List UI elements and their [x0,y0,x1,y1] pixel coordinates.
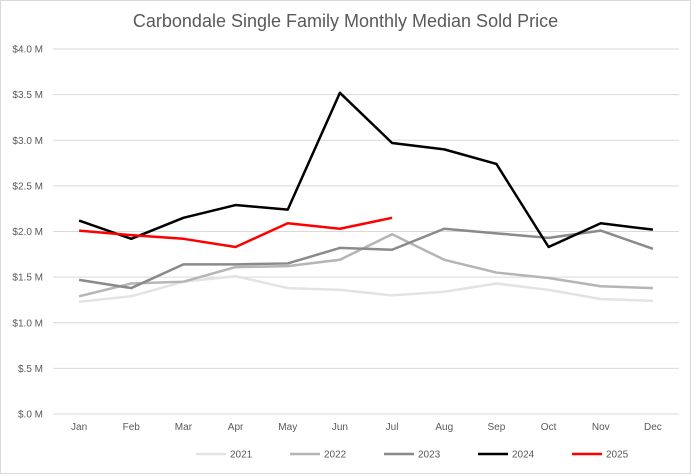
y-tick-label: $3.5 M [12,90,43,101]
y-tick-label: $2.0 M [12,227,43,238]
x-tick-label: Feb [123,422,141,433]
y-tick-label: $2.5 M [12,181,43,192]
series-line-2023 [78,227,654,290]
legend-label: 2022 [324,450,347,461]
series-line-2022 [78,232,653,298]
legend-label: 2021 [230,450,253,461]
x-tick-label: Jun [332,422,348,433]
series-line-2021 [78,274,653,304]
chart-title: Carbondale Single Family Monthly Median … [132,11,559,31]
y-tick-label: $3.0 M [12,136,43,147]
series-line-2025 [78,216,393,249]
x-tick-label: Aug [435,422,453,433]
y-tick-label: $1.0 M [12,318,43,329]
x-tick-label: Sep [488,422,506,433]
legend-label: 2023 [418,450,441,461]
x-tick-label: Dec [644,422,662,433]
y-tick-label: $.5 M [18,364,43,375]
y-tick-label: $1.5 M [12,273,43,284]
x-tick-label: Oct [541,422,557,433]
x-tick-label: Apr [228,422,244,433]
x-tick-label: Jan [71,422,87,433]
legend-label: 2024 [512,450,535,461]
x-tick-label: Mar [175,422,193,433]
x-tick-label: Nov [592,422,610,433]
x-tick-label: Jul [386,422,399,433]
series-line-2024 [78,91,654,249]
legend-label: 2025 [606,450,629,461]
x-tick-label: May [278,422,297,433]
y-tick-label: $.0 M [18,410,43,421]
y-tick-label: $4.0 M [12,45,43,56]
